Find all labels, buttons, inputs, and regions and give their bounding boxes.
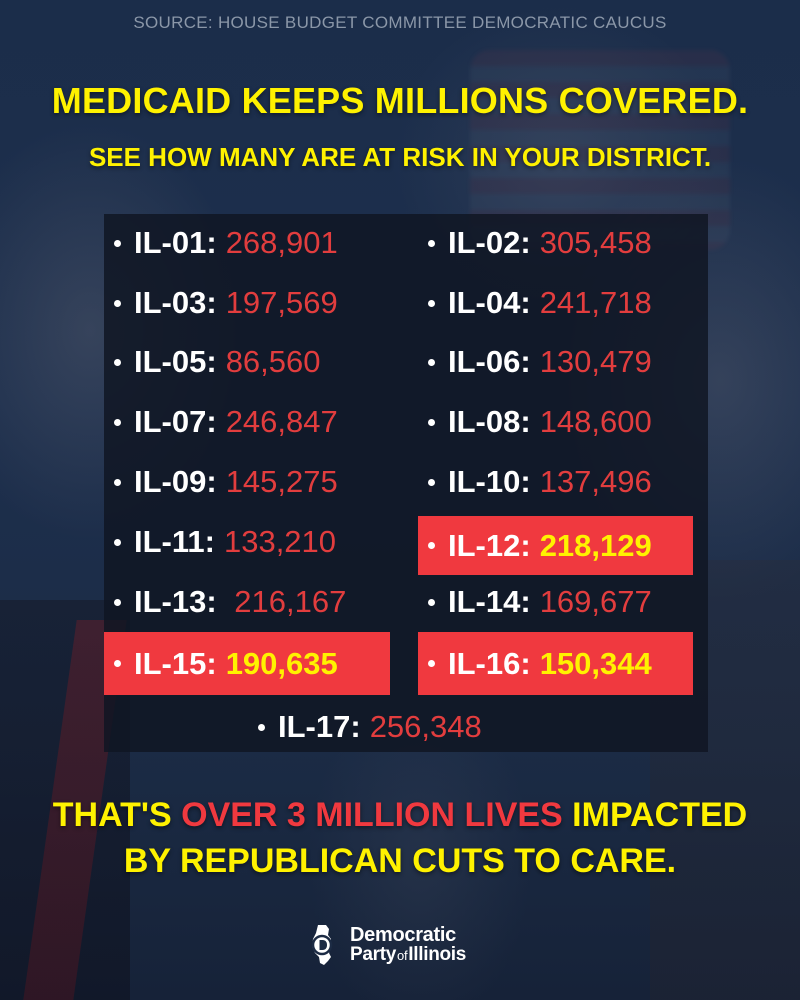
- district-code: IL-09:: [134, 464, 217, 499]
- district-value: 145,275: [225, 464, 338, 499]
- bullet-icon: [114, 538, 121, 546]
- district-value: 130,479: [539, 344, 652, 379]
- district-code: IL-08:: [448, 404, 531, 439]
- district-value: 218,129: [539, 527, 652, 563]
- footer-line-2: BY REPUBLICAN CUTS TO CARE.: [123, 842, 677, 880]
- district-value: 133,210: [223, 524, 337, 559]
- district-code: IL-14:: [448, 584, 531, 619]
- district-row-il-13: IL-13: 216,167: [114, 579, 346, 625]
- district-row-il-10: IL-10: 137,496: [428, 459, 652, 505]
- district-code: IL-16:: [448, 645, 531, 681]
- district-code: IL-13:: [134, 584, 217, 619]
- district-value: 246,847: [225, 404, 338, 439]
- district-code: IL-06:: [448, 344, 531, 379]
- logo-illinois: Illinois: [408, 943, 467, 965]
- district-code: IL-05:: [134, 344, 217, 379]
- district-code: IL-07:: [134, 404, 217, 439]
- logo-party: Party: [350, 943, 397, 965]
- district-value: 197,569: [225, 285, 338, 320]
- district-value: 137,496: [539, 464, 652, 499]
- district-value: 305,458: [539, 225, 652, 260]
- district-row-il-08: IL-08: 148,600: [428, 399, 652, 445]
- district-code: IL-12:: [448, 527, 531, 563]
- district-row-il-01: IL-01: 268,901: [114, 220, 338, 266]
- bullet-icon: [428, 239, 435, 247]
- bullet-icon: [428, 660, 435, 667]
- district-row-il-16: IL-16: 150,344: [418, 632, 693, 695]
- district-code: IL-17:: [278, 709, 361, 744]
- footer-line-1: THAT'S OVER 3 MILLION LIVES IMPACTED: [0, 796, 800, 835]
- bullet-icon: [114, 660, 121, 667]
- district-row-il-17: IL-17: 256,348: [258, 704, 482, 750]
- district-row-il-14: IL-14: 169,677: [428, 579, 652, 625]
- district-row-il-06: IL-06: 130,479: [428, 339, 652, 385]
- district-row-il-12: IL-12: 218,129: [418, 516, 693, 575]
- bullet-icon: [428, 542, 435, 549]
- illinois-logo-icon: [311, 925, 333, 965]
- district-code: IL-15:: [134, 645, 217, 681]
- bullet-icon: [114, 358, 121, 366]
- democratic-party-logo: Democratic PartyofIllinois: [304, 923, 466, 967]
- bullet-icon: [114, 239, 121, 247]
- district-code: IL-01:: [134, 225, 217, 260]
- district-value: 169,677: [539, 584, 652, 619]
- district-value: 150,344: [539, 645, 652, 681]
- subheadline: SEE HOW MANY ARE AT RISK IN YOUR DISTRIC…: [88, 142, 712, 172]
- bullet-icon: [428, 598, 435, 606]
- district-row-il-05: IL-05: 86,560: [114, 339, 321, 385]
- district-row-il-11: IL-11: 133,210: [114, 519, 336, 565]
- district-code: IL-04:: [448, 285, 531, 320]
- bullet-icon: [114, 418, 121, 426]
- district-row-il-03: IL-03: 197,569: [114, 280, 338, 326]
- footer-text: THAT'S: [52, 796, 182, 834]
- logo-wordmark: Democratic PartyofIllinois: [350, 923, 466, 965]
- district-value: 216,167: [225, 584, 347, 619]
- district-code: IL-11:: [134, 524, 215, 559]
- district-value: 190,635: [225, 645, 338, 681]
- bullet-icon: [428, 358, 435, 366]
- district-row-il-02: IL-02: 305,458: [428, 220, 652, 266]
- logo-of: of: [397, 947, 408, 963]
- bullet-icon: [114, 598, 121, 606]
- district-value: 256,348: [369, 709, 482, 744]
- district-row-il-15: IL-15: 190,635: [104, 632, 390, 695]
- bullet-icon: [428, 478, 435, 486]
- footer-highlight: OVER 3 MILLION LIVES: [181, 796, 563, 834]
- footer-text: IMPACTED: [562, 796, 748, 834]
- logo-line-2: PartyofIllinois: [350, 945, 466, 965]
- district-value: 241,718: [539, 285, 652, 320]
- district-code: IL-10:: [448, 464, 531, 499]
- district-value: 268,901: [225, 225, 338, 260]
- district-row-il-09: IL-09: 145,275: [114, 459, 338, 505]
- bullet-icon: [114, 478, 121, 486]
- district-row-il-04: IL-04: 241,718: [428, 280, 652, 326]
- bullet-icon: [428, 299, 435, 307]
- source-caption: SOURCE: HOUSE BUDGET COMMITTEE DEMOCRATI…: [133, 13, 667, 32]
- logo-line-1: Democratic: [350, 923, 456, 946]
- district-code: IL-03:: [134, 285, 217, 320]
- bullet-icon: [428, 418, 435, 426]
- district-value: 148,600: [539, 404, 652, 439]
- district-code: IL-02:: [448, 225, 531, 260]
- bullet-icon: [114, 299, 121, 307]
- bullet-icon: [258, 723, 265, 731]
- district-value: 86,560: [225, 344, 321, 379]
- district-row-il-07: IL-07: 246,847: [114, 399, 338, 445]
- headline: MEDICAID KEEPS MILLIONS COVERED.: [51, 80, 749, 121]
